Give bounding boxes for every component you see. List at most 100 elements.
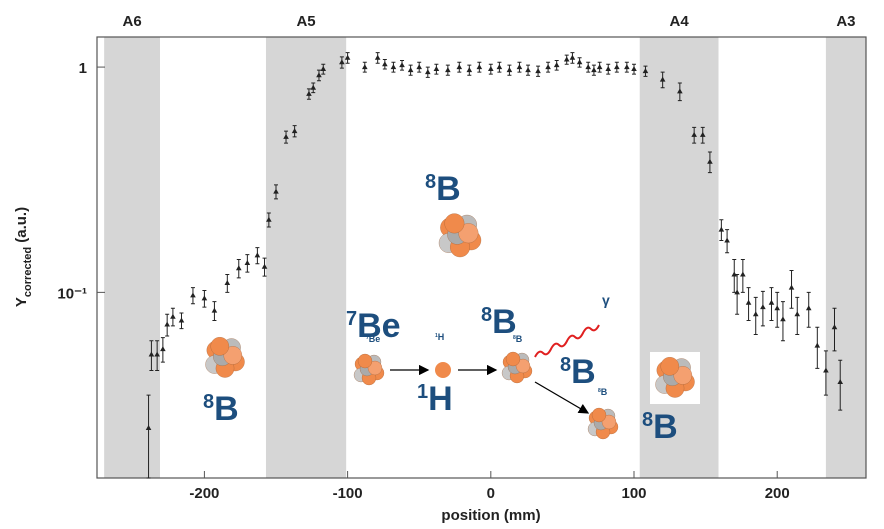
y-label-main: Y	[13, 297, 30, 307]
data-point	[445, 67, 451, 73]
data-point	[576, 59, 583, 65]
annotation-mass: 8	[203, 391, 214, 413]
annotation-mass: 8	[598, 388, 601, 394]
data-point	[211, 307, 218, 313]
nucleon	[601, 414, 617, 430]
data-point	[261, 263, 268, 269]
data-point	[148, 351, 155, 357]
error-bar	[146, 394, 151, 479]
data-point	[190, 292, 196, 298]
data-point	[506, 67, 513, 73]
data-point	[831, 324, 838, 330]
data-point	[788, 284, 795, 290]
nucleon	[357, 353, 373, 369]
annotation: 8B	[425, 170, 461, 208]
annotation-symbol: H	[428, 380, 453, 418]
annotation-symbol: B	[436, 170, 461, 208]
data-point	[273, 188, 279, 194]
data-point	[235, 265, 242, 271]
annotation-symbol: B	[516, 334, 523, 344]
plot-frame	[96, 36, 867, 479]
error-bar	[823, 350, 828, 396]
annotation: 8B	[203, 390, 239, 428]
annotation: 7Be	[366, 334, 380, 344]
data-point	[614, 64, 620, 70]
data-point	[170, 313, 176, 319]
data-point	[390, 64, 397, 70]
nucleon	[673, 366, 693, 385]
annotation: 1H	[417, 380, 453, 418]
y-label-rest: (a.u.)	[13, 207, 30, 247]
data-point	[794, 311, 801, 317]
x-tick-label: 0	[487, 485, 495, 502]
data-point	[734, 289, 740, 295]
region	[104, 37, 161, 478]
data-point	[291, 128, 298, 134]
annotation: 8B	[598, 387, 608, 397]
data-point	[659, 76, 666, 82]
data-point	[563, 56, 570, 62]
annotation-symbol: Be	[369, 334, 381, 344]
nucleon	[505, 351, 521, 367]
data-point	[254, 252, 261, 258]
y-tick-label: 10⁻¹	[57, 285, 87, 302]
data-point	[553, 62, 560, 68]
annotation-symbol: B	[214, 390, 239, 428]
data-point	[774, 305, 781, 311]
nucleon	[591, 407, 607, 423]
data-point	[244, 260, 251, 266]
data-point	[814, 342, 821, 348]
data-point	[339, 59, 345, 65]
data-point	[699, 131, 706, 137]
data-point	[805, 305, 812, 311]
gamma-wave	[534, 324, 600, 358]
data-point	[545, 64, 551, 70]
data-point	[145, 425, 152, 431]
annotation-mass: 8	[481, 304, 492, 326]
data-point	[837, 379, 844, 385]
annotation: 7 Be	[346, 307, 401, 345]
annotation-mass: 8	[560, 354, 571, 376]
data-point	[160, 346, 166, 352]
data-point	[596, 64, 603, 70]
annotation-mass: 7	[346, 308, 357, 330]
data-point	[374, 54, 381, 60]
data-point	[488, 66, 494, 72]
nucleon	[458, 223, 479, 244]
annotation-symbol: B	[653, 408, 678, 446]
data-point	[724, 237, 730, 243]
data-point	[496, 64, 503, 70]
annotation-mass: 8	[642, 409, 653, 431]
data-point	[433, 66, 440, 72]
nucleon	[367, 360, 383, 376]
data-point	[677, 88, 683, 94]
annotation-mass: 8	[513, 335, 516, 341]
annotation-symbol: B	[492, 303, 517, 341]
annotation-symbol: B	[571, 353, 596, 391]
annotation-symbol: Be	[357, 307, 400, 345]
region	[639, 37, 719, 478]
annotation-symbol: γ	[602, 292, 610, 308]
y-axis-label: Ycorrected (a.u.)	[13, 207, 34, 307]
data-point	[780, 316, 786, 322]
data-point	[407, 67, 414, 73]
data-point	[624, 64, 630, 70]
region-label: A4	[670, 13, 690, 30]
data-point	[154, 351, 160, 357]
annotation-mass: 1	[417, 381, 428, 403]
data-point	[224, 280, 231, 286]
x-tick-label: 100	[621, 485, 646, 502]
nucleon	[444, 213, 465, 234]
data-point	[164, 321, 170, 327]
data-point	[752, 311, 759, 317]
x-tick-label: -200	[189, 485, 219, 502]
error-bar	[832, 307, 837, 352]
data-point	[745, 299, 752, 305]
data-point	[707, 158, 713, 164]
region-label: A3	[836, 13, 855, 30]
data-point	[823, 367, 829, 373]
data-point	[399, 62, 405, 68]
annotation-mass: 8	[425, 171, 436, 193]
data-point	[642, 68, 649, 74]
